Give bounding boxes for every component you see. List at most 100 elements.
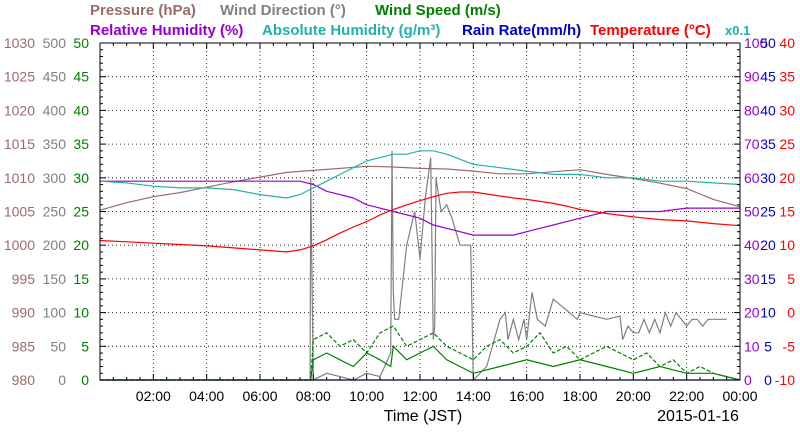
y-tick-label-wind_speed: 20 (73, 237, 89, 253)
legend-absolute-humidity: Absolute Humidity (g/m³) (262, 22, 440, 39)
y-tick-label-temperature: 25 (779, 136, 795, 152)
y-tick-label-pressure: 1030 (4, 35, 35, 51)
series-wind-speed-gust (100, 325, 741, 381)
y-tick-label-rain: 50 (760, 35, 776, 51)
y-tick-label-wind_dir: 250 (43, 204, 67, 220)
y-tick-label-rain: 10 (760, 305, 776, 321)
y-tick-label-wind_dir: 450 (43, 69, 67, 85)
y-tick-label-temperature: 0 (787, 305, 795, 321)
legend-pressure: Pressure (hPa) (90, 2, 196, 19)
y-tick-label-humidity: 100 (744, 35, 768, 51)
legend-wind-speed: Wind Speed (m/s) (375, 2, 501, 19)
y-tick-label-humidity: 80 (744, 102, 760, 118)
y-tick-label-rain: 40 (760, 102, 776, 118)
y-tick-label-humidity: 60 (744, 170, 760, 186)
y-tick-label-rain: 15 (760, 271, 776, 287)
y-tick-label-wind_dir: 500 (43, 35, 67, 51)
y-tick-label-pressure: 1000 (4, 237, 35, 253)
x-tick-label: 10:00 (349, 388, 384, 404)
y-tick-label-temperature: 35 (779, 69, 795, 85)
y-tick-label-wind_speed: 40 (73, 102, 89, 118)
y-tick-label-rain: 30 (760, 170, 776, 186)
y-tick-label-temperature: -5 (783, 338, 796, 354)
y-tick-label-wind_dir: 300 (43, 170, 67, 186)
series-relative-humidity (100, 180, 740, 236)
series-temperature (99, 191, 741, 253)
y-tick-label-temperature: 20 (779, 170, 795, 186)
y-tick-label-wind_speed: 0 (81, 372, 89, 388)
series-wind-speed (100, 345, 741, 381)
y-tick-label-pressure: 1025 (4, 69, 35, 85)
series-wind-direction (309, 150, 727, 382)
y-tick-label-humidity: 20 (744, 305, 760, 321)
y-tick-label-humidity: 90 (744, 69, 760, 85)
y-tick-label-wind_speed: 10 (73, 305, 89, 321)
series (99, 150, 741, 382)
y-tick-label-wind_dir: 200 (43, 237, 67, 253)
y-tick-label-humidity: 70 (744, 136, 760, 152)
chart-date: 2015-01-16 (657, 408, 739, 425)
y-tick-label-wind_dir: 150 (43, 271, 67, 287)
y-tick-label-wind_dir: 100 (43, 305, 67, 321)
x-tick-label: 06:00 (242, 388, 277, 404)
y-tick-label-pressure: 1005 (4, 204, 35, 220)
y-tick-label-pressure: 1020 (4, 102, 35, 118)
y-tick-label-wind_speed: 5 (81, 338, 89, 354)
y-tick-label-rain: 20 (760, 237, 776, 253)
legend-scale-note: x0.1 (725, 23, 750, 38)
x-tick-label: 22:00 (669, 388, 704, 404)
y-tick-label-wind_speed: 15 (73, 271, 89, 287)
y-tick-label-humidity: 50 (744, 204, 760, 220)
y-tick-label-wind_dir: 0 (58, 372, 66, 388)
y-tick-label-wind_speed: 50 (73, 35, 89, 51)
y-tick-label-temperature: 10 (779, 237, 795, 253)
y-tick-label-wind_speed: 45 (73, 69, 89, 85)
y-tick-label-humidity: 10 (744, 338, 760, 354)
axes: 02:00 04:00 06:00 08:00 10:00 12:00 14:00 16:00… (4, 35, 795, 404)
y-tick-label-temperature: 5 (787, 271, 795, 287)
x-tick-label: 04:00 (189, 388, 224, 404)
y-tick-label-wind_speed: 35 (73, 136, 89, 152)
x-tick-label: 14:00 (456, 388, 491, 404)
y-tick-label-temperature: 40 (779, 35, 795, 51)
y-tick-label-pressure: 985 (12, 338, 36, 354)
y-tick-label-temperature: 15 (779, 204, 795, 220)
y-tick-label-rain: 45 (760, 69, 776, 85)
y-tick-label-pressure: 990 (12, 305, 36, 321)
x-tick-label: 02:00 (136, 388, 171, 404)
grid (100, 43, 740, 380)
y-tick-label-humidity: 0 (744, 372, 752, 388)
x-tick-label: 08:00 (296, 388, 331, 404)
y-tick-label-pressure: 1010 (4, 170, 35, 186)
x-axis-label: Time (JST) (384, 408, 463, 425)
y-tick-label-rain: 5 (764, 338, 772, 354)
legend-relative-humidity: Relative Humidity (%) (90, 22, 243, 39)
y-tick-label-pressure: 995 (12, 271, 36, 287)
y-tick-label-wind_speed: 25 (73, 204, 89, 220)
legend-temperature: Temperature (°C) (590, 22, 711, 39)
y-tick-label-wind_dir: 400 (43, 102, 67, 118)
y-tick-label-temperature: 30 (779, 102, 795, 118)
y-tick-label-wind_speed: 30 (73, 170, 89, 186)
y-tick-label-humidity: 30 (744, 271, 760, 287)
series-absolute-humidity (99, 150, 741, 199)
legend-wind-direction: Wind Direction (°) (220, 2, 346, 19)
x-tick-label: 20:00 (616, 388, 651, 404)
y-tick-label-humidity: 40 (744, 237, 760, 253)
y-tick-label-rain: 0 (764, 372, 772, 388)
x-tick-label: 18:00 (562, 388, 597, 404)
y-tick-label-rain: 25 (760, 204, 776, 220)
y-tick-label-wind_dir: 50 (50, 338, 66, 354)
y-tick-label-pressure: 1015 (4, 136, 35, 152)
series-pressure (99, 165, 741, 211)
y-tick-label-temperature: -10 (775, 372, 795, 388)
legend-rain-rate: Rain Rate(mm/h) (462, 22, 581, 39)
y-tick-label-rain: 35 (760, 136, 776, 152)
x-tick-label: 00:00 (722, 388, 757, 404)
x-tick-label: 16:00 (509, 388, 544, 404)
x-tick-label: 12:00 (402, 388, 437, 404)
y-tick-label-wind_dir: 350 (43, 136, 67, 152)
plot-frame (99, 42, 741, 381)
